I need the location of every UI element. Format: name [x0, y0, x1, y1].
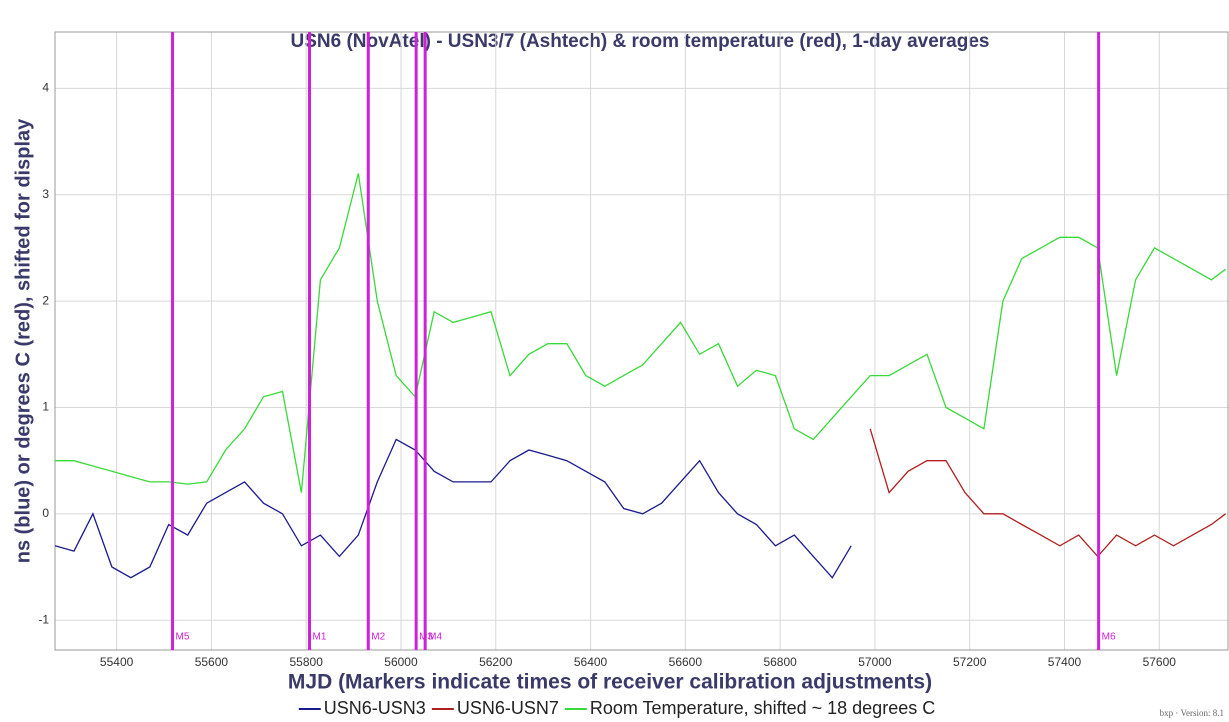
x-tick-label: 57000: [858, 655, 892, 669]
x-tick-label: 57400: [1048, 655, 1082, 669]
y-tick-label: 4: [42, 81, 49, 95]
y-tick-label: 0: [42, 506, 49, 520]
chart-title: USN6 (NovAtel) - USN3/7 (Ashtech) & room…: [291, 31, 990, 52]
marker-label: M6: [1102, 632, 1116, 643]
marker-label: M1: [313, 632, 327, 643]
y-tick-label: 3: [42, 187, 49, 201]
y-tick-label: -1: [38, 612, 49, 626]
footer: bxp · Version: 8.1: [1160, 708, 1224, 718]
x-tick-label: 55400: [100, 655, 134, 669]
x-tick-label: 55600: [195, 655, 229, 669]
legend-label: USN6-USN3: [324, 698, 426, 718]
x-tick-label: 56800: [763, 655, 797, 669]
marker-label: M2: [371, 632, 385, 643]
marker-label: M4: [428, 632, 442, 643]
marker-label: M5: [176, 632, 190, 643]
legend-label: USN6-USN7: [457, 698, 559, 718]
x-tick-label: 57600: [1143, 655, 1177, 669]
x-axis-label: MJD (Markers indicate times of receiver …: [288, 671, 932, 694]
x-tick-label: 57200: [953, 655, 987, 669]
legend-label: Room Temperature, shifted ~ 18 degrees C: [590, 698, 935, 718]
plot-frame: [54, 31, 1229, 651]
x-tick-label: 56000: [384, 655, 418, 669]
series-line: [869, 428, 1226, 558]
y-axis-label: ns (blue) or degrees C (red), shifted fo…: [12, 118, 34, 563]
x-tick-label: 55800: [290, 655, 324, 669]
series-line: [54, 438, 852, 579]
x-tick-label: 56200: [479, 655, 513, 669]
x-tick-label: 56400: [574, 655, 608, 669]
y-tick-label: 2: [42, 293, 49, 307]
legend: USN6-USN3 USN6-USN7 Room Temperature, shif…: [298, 698, 935, 718]
y-tick-label: 1: [42, 400, 49, 414]
x-tick-label: 56600: [669, 655, 703, 669]
series-line: [55, 173, 1226, 493]
